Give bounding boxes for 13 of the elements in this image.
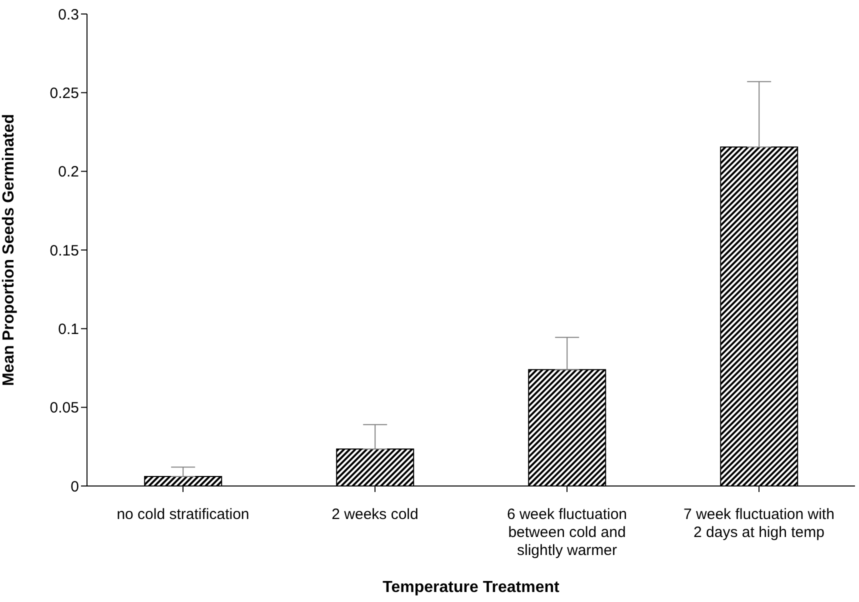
y-tick-label: 0.2 xyxy=(58,164,79,181)
x-tick-label: 7 week fluctuation with 2 days at high temp xyxy=(684,506,834,541)
y-tick-label: 0.3 xyxy=(58,6,79,24)
y-tick-label: 0.1 xyxy=(58,320,79,338)
x-tick-label: no cold stratification xyxy=(116,506,250,523)
x-tick-label: 6 week fluctuation between cold and slightly warmer xyxy=(506,506,628,559)
x-tick-label: 2 weeks cold xyxy=(332,506,418,523)
y-tick-label: 0 xyxy=(70,478,79,496)
y-tick-label: 0.15 xyxy=(50,242,79,260)
y-tick-label: 0.25 xyxy=(50,84,79,102)
x-axis-title: Temperature Treatment xyxy=(382,579,560,596)
y-axis-title: Mean Proportion Seeds Germinated xyxy=(0,114,18,386)
y-tick-label: 0.05 xyxy=(50,400,79,417)
